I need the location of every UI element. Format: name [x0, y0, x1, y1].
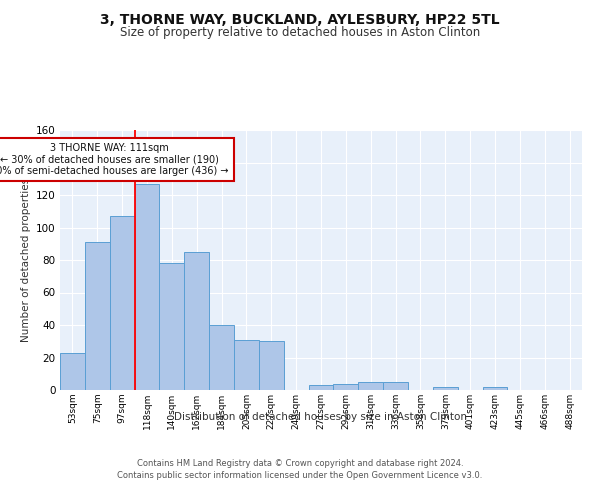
Text: Distribution of detached houses by size in Aston Clinton: Distribution of detached houses by size … [175, 412, 467, 422]
Bar [160, 263, 184, 390]
Bar [259, 341, 284, 390]
Bar [234, 340, 259, 390]
Bar [334, 384, 358, 390]
Bar [60, 352, 85, 390]
Bar [209, 325, 234, 390]
Bar [134, 184, 160, 390]
Text: 3 THORNE WAY: 111sqm
← 30% of detached houses are smaller (190)
70% of semi-deta: 3 THORNE WAY: 111sqm ← 30% of detached h… [0, 143, 229, 176]
Bar [433, 387, 458, 390]
Y-axis label: Number of detached properties: Number of detached properties [20, 178, 31, 342]
Text: Contains HM Land Registry data © Crown copyright and database right 2024.
Contai: Contains HM Land Registry data © Crown c… [118, 458, 482, 480]
Bar [482, 387, 508, 390]
Bar [383, 382, 408, 390]
Bar [358, 382, 383, 390]
Bar [308, 385, 334, 390]
Text: 3, THORNE WAY, BUCKLAND, AYLESBURY, HP22 5TL: 3, THORNE WAY, BUCKLAND, AYLESBURY, HP22… [100, 12, 500, 26]
Text: Size of property relative to detached houses in Aston Clinton: Size of property relative to detached ho… [120, 26, 480, 39]
Bar [110, 216, 134, 390]
Bar [85, 242, 110, 390]
Bar [184, 252, 209, 390]
